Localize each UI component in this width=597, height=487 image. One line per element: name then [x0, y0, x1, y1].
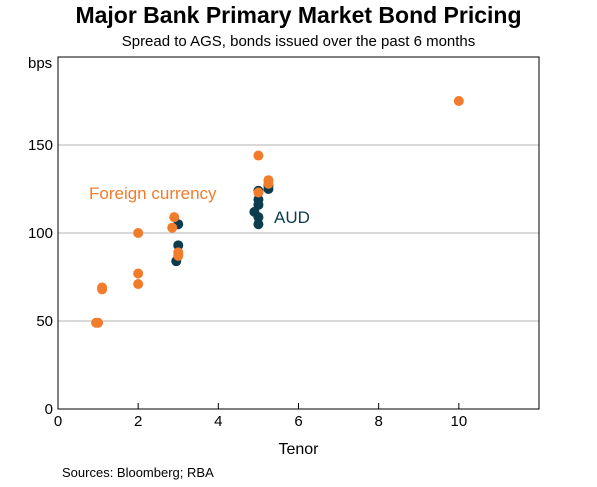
- point-foreign-currency: [167, 222, 178, 233]
- point-foreign-currency: [263, 178, 274, 189]
- annotation-foreign-currency: Foreign currency: [89, 184, 217, 203]
- point-foreign-currency: [169, 212, 180, 223]
- point-foreign-currency: [93, 317, 104, 328]
- gridlines: [58, 144, 539, 322]
- source-note: Sources: Bloomberg; RBA: [62, 465, 214, 480]
- x-tick-label: 2: [134, 413, 142, 430]
- x-tick-label: 6: [294, 413, 302, 430]
- chart-title: Major Bank Primary Market Bond Pricing: [75, 2, 522, 28]
- point-foreign-currency: [133, 268, 144, 279]
- x-axis-label: Tenor: [278, 441, 319, 458]
- point-foreign-currency: [133, 228, 144, 238]
- x-tick-label: 0: [54, 413, 62, 430]
- point-aud: [173, 240, 184, 251]
- x-tick-label: 10: [450, 413, 467, 430]
- y-tick-label: 0: [45, 401, 53, 418]
- chart-subtitle: Spread to AGS, bonds issued over the pas…: [121, 33, 476, 50]
- annotation-aud: AUD: [274, 208, 310, 227]
- axis-ticks: 0 50 100 150 0 2 4 6 8 10: [28, 137, 467, 430]
- point-foreign-currency: [453, 96, 464, 106]
- y-tick-label: 150: [28, 137, 53, 154]
- point-foreign-currency: [253, 187, 264, 198]
- point-foreign-currency: [133, 279, 144, 290]
- x-tick-label: 4: [214, 413, 222, 430]
- point-aud: [253, 199, 264, 210]
- point-aud: [253, 219, 264, 230]
- point-foreign-currency: [253, 150, 264, 161]
- point-foreign-currency: [97, 282, 108, 293]
- y-tick-label: 50: [36, 313, 53, 330]
- x-tick-label: 8: [374, 413, 382, 430]
- point-aud: [253, 212, 264, 223]
- data-points: [91, 96, 464, 328]
- y-axis-label: bps: [28, 55, 52, 72]
- point-foreign-currency: [173, 250, 184, 261]
- y-tick-label: 100: [28, 225, 53, 242]
